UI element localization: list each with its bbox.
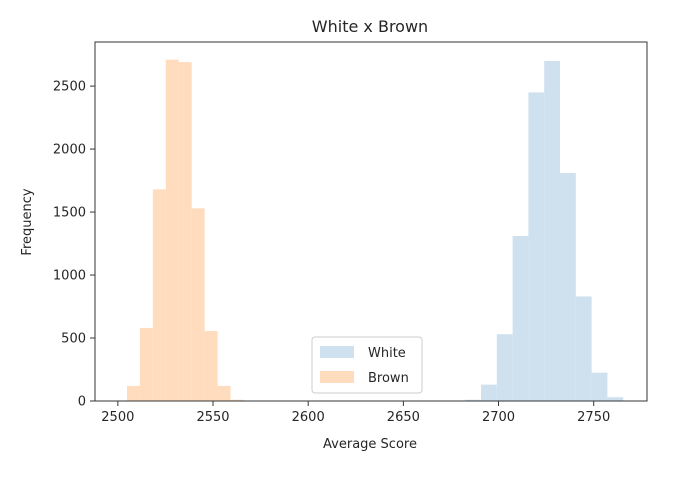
x-axis-label: Average Score <box>323 437 417 452</box>
bar-white-9 <box>607 397 624 401</box>
y-tick-label: 0 <box>78 395 86 410</box>
bar-white-5 <box>544 60 561 401</box>
bar-white-7 <box>575 296 592 401</box>
y-tick-label: 1500 <box>53 206 86 221</box>
y-axis: 0 500 1000 1500 2000 2500 <box>53 80 95 410</box>
bar-brown-7 <box>204 331 218 401</box>
bar-brown-5 <box>178 62 192 401</box>
bar-white-3 <box>512 235 529 401</box>
bar-white-2 <box>496 334 513 401</box>
bar-brown-1 <box>126 385 140 401</box>
bar-white-4 <box>528 92 545 402</box>
legend-label-white: White <box>368 346 406 361</box>
bar-brown-3 <box>152 189 166 401</box>
bar-brown-4 <box>165 59 179 402</box>
legend-label-brown: Brown <box>368 371 409 386</box>
y-tick-label: 2000 <box>53 143 86 158</box>
bar-brown-9 <box>230 399 244 401</box>
legend: White Brown <box>311 336 423 394</box>
y-tick-label: 500 <box>61 332 86 347</box>
y-tick-label: 2500 <box>53 80 86 95</box>
x-tick-label: 2650 <box>387 410 420 425</box>
bar-white-6 <box>560 173 576 401</box>
x-tick-label: 2600 <box>292 410 325 425</box>
x-tick-label: 2500 <box>101 410 134 425</box>
legend-swatch-white <box>320 346 354 358</box>
x-tick-label: 2550 <box>196 410 229 425</box>
bar-brown-8 <box>217 385 231 401</box>
bars-layer <box>114 59 624 402</box>
bar-white-8 <box>591 372 608 401</box>
chart-title: White x Brown <box>312 17 428 36</box>
bar-white-0 <box>465 399 482 401</box>
x-axis: 2500 2550 2600 2650 2700 2750 <box>101 401 610 425</box>
y-axis-label: Frequency <box>20 188 35 255</box>
x-tick-label: 2750 <box>577 410 610 425</box>
y-tick-label: 1000 <box>53 269 86 284</box>
x-tick-label: 2700 <box>482 410 515 425</box>
legend-swatch-brown <box>320 371 354 383</box>
plot-frame <box>94 41 648 402</box>
bar-white-1 <box>481 384 497 401</box>
bar-brown-2 <box>139 327 153 401</box>
bar-brown-6 <box>191 208 205 401</box>
